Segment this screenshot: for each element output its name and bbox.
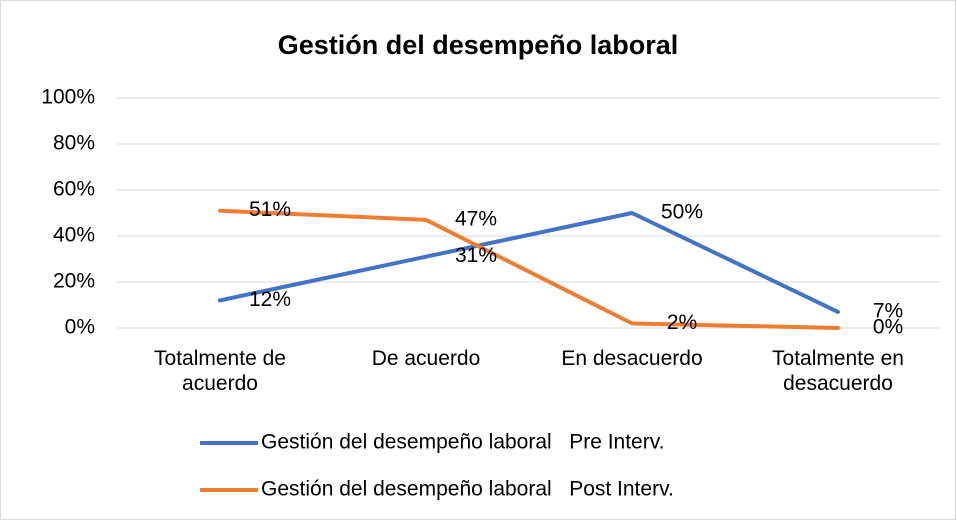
data-label: 0% — [873, 316, 903, 339]
y-tick-label: 0% — [65, 316, 95, 339]
data-label: 50% — [661, 201, 703, 224]
chart-title: Gestión del desempeño laboral — [278, 30, 679, 60]
y-tick-label: 40% — [53, 224, 95, 247]
y-tick-label: 60% — [53, 178, 95, 201]
series-line — [218, 208, 840, 330]
y-tick-label: 80% — [53, 132, 95, 155]
x-tick-label: Totalmente de acuerdo — [154, 347, 286, 395]
y-tick-label: 100% — [41, 86, 95, 109]
data-label: 31% — [455, 244, 497, 267]
data-label: 2% — [667, 311, 697, 334]
legend-label: Gestión del desempeño laboral Post Inter… — [261, 478, 674, 501]
x-tick-label: De acuerdo — [371, 347, 481, 370]
x-tick-label: Totalmente en desacuerdo — [772, 347, 904, 395]
series-line — [218, 211, 840, 314]
legend-label: Gestión del desempeño laboral Pre Interv… — [261, 431, 665, 454]
data-label: 7% — [873, 299, 903, 322]
data-label: 47% — [455, 207, 497, 230]
data-label: 12% — [249, 288, 291, 311]
data-label: 51% — [249, 198, 291, 221]
y-tick-label: 20% — [53, 270, 95, 293]
x-tick-label: En desacuerdo — [561, 347, 703, 370]
